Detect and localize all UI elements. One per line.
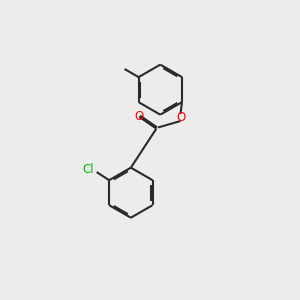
Text: Cl: Cl — [83, 163, 94, 176]
Text: O: O — [176, 111, 185, 124]
Text: O: O — [135, 110, 144, 123]
